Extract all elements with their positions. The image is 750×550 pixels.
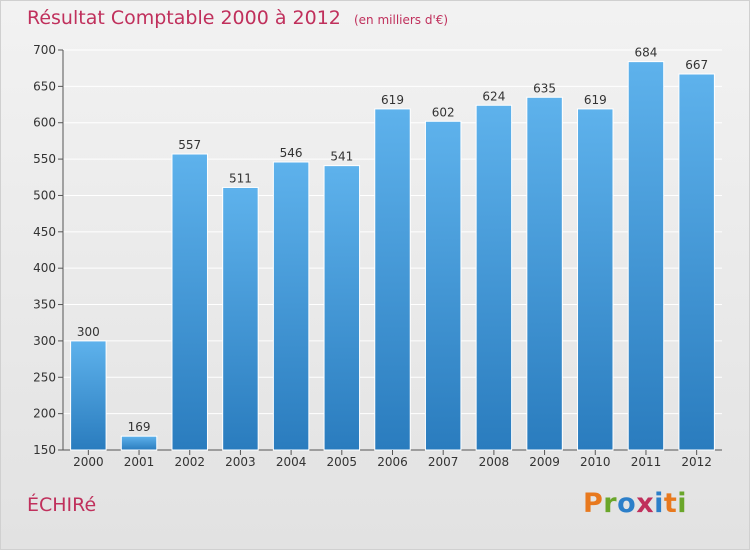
logo-letter: r: [603, 488, 618, 519]
y-tick-label: 450: [33, 225, 56, 239]
data-label: 667: [685, 58, 708, 72]
logo-letter: i: [677, 488, 688, 519]
y-tick-label: 650: [33, 79, 56, 93]
title-unit: (en milliers d'€): [353, 13, 449, 27]
y-tick-label: 400: [33, 261, 56, 275]
y-tick-label: 700: [33, 43, 56, 57]
proxiti-logo: Proxiti: [583, 488, 687, 519]
data-label: 602: [432, 105, 455, 119]
data-label: 624: [482, 89, 505, 103]
data-label: 684: [635, 46, 658, 60]
chart-title: Résultat Comptable 2000 à 2012 (en milli…: [27, 7, 448, 29]
y-tick-label: 600: [33, 116, 56, 130]
y-tick-label: 350: [33, 298, 56, 312]
bar: [120, 435, 158, 451]
x-tick-label: 2004: [276, 455, 307, 469]
bar: [70, 340, 107, 451]
bar: [577, 108, 614, 451]
data-label: 511: [229, 171, 252, 185]
title-main: Résultat Comptable 2000 à 2012: [27, 7, 341, 29]
x-tick-label: 2002: [174, 455, 205, 469]
bar: [678, 73, 715, 451]
x-tick-label: 2011: [631, 455, 662, 469]
logo-letter: t: [663, 488, 678, 519]
bar: [323, 165, 361, 451]
x-tick-label: 2006: [377, 455, 408, 469]
x-tick-label: 2003: [225, 455, 256, 469]
x-tick-label: 2010: [580, 455, 611, 469]
y-tick-label: 300: [33, 334, 56, 348]
data-label: 546: [280, 146, 303, 160]
bar: [171, 153, 208, 451]
bar: [222, 186, 259, 451]
bar: [627, 61, 665, 451]
data-label: 169: [128, 420, 151, 434]
x-tick-label: 2009: [529, 455, 560, 469]
y-tick-label: 200: [33, 407, 56, 421]
data-label: 541: [330, 150, 353, 164]
bar: [475, 104, 513, 451]
bar: [526, 96, 563, 451]
y-tick-label: 500: [33, 188, 56, 202]
x-tick-label: 2012: [681, 455, 712, 469]
data-label: 300: [77, 325, 100, 339]
logo-letter: i: [654, 488, 664, 519]
data-label: 635: [533, 81, 556, 95]
x-tick-label: 2007: [428, 455, 459, 469]
data-label: 557: [178, 138, 201, 152]
logo-letter: x: [636, 488, 655, 519]
x-tick-label: 2008: [479, 455, 510, 469]
bar: [424, 120, 462, 451]
y-tick-label: 550: [33, 152, 56, 166]
commune-name: ÉCHIRé: [27, 494, 97, 516]
y-tick-label: 150: [33, 443, 56, 457]
bar: [374, 108, 411, 451]
data-label: 619: [584, 93, 607, 107]
bar: [272, 161, 310, 451]
x-tick-label: 2001: [124, 455, 155, 469]
data-label: 619: [381, 93, 404, 107]
logo-letter: P: [583, 488, 604, 519]
y-tick-label: 250: [33, 370, 56, 384]
logo-letter: o: [617, 488, 637, 519]
x-tick-label: 2005: [327, 455, 358, 469]
x-tick-label: 2000: [73, 455, 104, 469]
